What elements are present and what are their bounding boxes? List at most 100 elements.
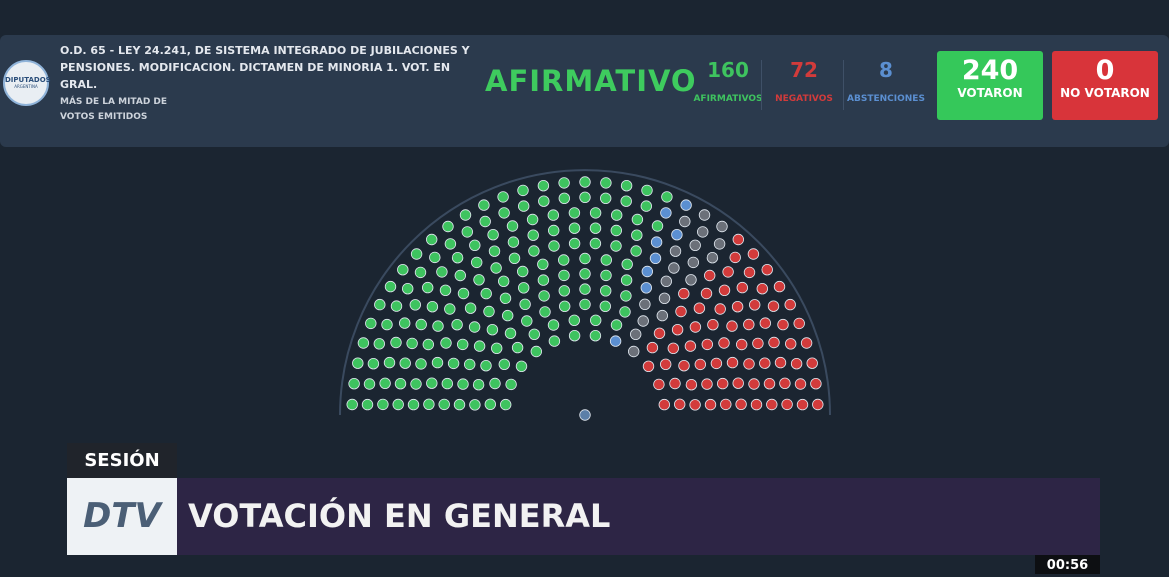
seat	[610, 224, 623, 237]
seat	[637, 315, 649, 327]
seat	[528, 245, 540, 257]
seat	[483, 305, 495, 318]
seat	[410, 248, 423, 260]
seat	[773, 280, 786, 293]
seat	[538, 290, 550, 302]
seat	[367, 358, 380, 370]
logo: DIPUTADOS ARGENTINA	[3, 60, 51, 106]
seat	[706, 252, 719, 264]
seat	[431, 356, 444, 369]
seat	[689, 399, 701, 411]
seat	[491, 342, 503, 355]
seat	[611, 209, 623, 221]
seat	[766, 398, 778, 411]
seat	[505, 378, 517, 391]
seat	[568, 314, 581, 327]
tally-count: 160	[707, 58, 749, 82]
seat	[414, 266, 427, 279]
seat	[784, 298, 796, 311]
seat	[600, 285, 612, 297]
seat	[726, 356, 739, 369]
seat	[559, 300, 571, 313]
seat	[464, 302, 477, 314]
tally-label: ABSTENCIONES	[847, 94, 925, 104]
seat	[600, 269, 612, 282]
result: AFIRMATIVO	[485, 64, 697, 98]
seat	[671, 324, 684, 336]
seat	[392, 398, 404, 411]
seat	[444, 303, 456, 315]
seat	[793, 317, 805, 330]
seat	[726, 320, 738, 332]
seat	[451, 252, 464, 264]
seat	[422, 281, 434, 294]
seat	[526, 213, 539, 226]
seat	[794, 378, 807, 390]
seat	[810, 378, 822, 390]
total-box: 0 NO VOTARON	[1052, 51, 1158, 120]
seat	[429, 251, 441, 264]
seat	[747, 248, 760, 260]
seat	[579, 283, 591, 295]
seat	[649, 252, 662, 264]
seat	[498, 207, 510, 219]
seat	[631, 229, 643, 241]
seat	[628, 345, 640, 358]
seat	[515, 360, 528, 373]
seat	[732, 233, 745, 246]
seat	[486, 324, 499, 336]
seat	[640, 200, 653, 212]
seat	[480, 360, 492, 372]
seat	[717, 377, 729, 390]
motion-title: O.D. 65 - LEY 24.241, DE SISTEMA INTEGRA…	[60, 44, 470, 91]
seat	[651, 220, 664, 232]
seat	[693, 302, 706, 314]
seat	[718, 284, 731, 297]
seat	[548, 335, 561, 347]
seat	[568, 207, 581, 219]
seat	[697, 226, 709, 238]
seat	[548, 240, 560, 252]
seat	[346, 398, 358, 411]
seat	[680, 199, 692, 211]
seat	[579, 252, 591, 265]
seat	[469, 239, 481, 252]
seat	[589, 237, 602, 250]
tally-count: 72	[790, 58, 818, 82]
seat	[506, 220, 519, 232]
seat	[390, 336, 402, 349]
seat	[748, 378, 760, 390]
seat	[669, 377, 681, 390]
total-count: 0	[1095, 55, 1115, 86]
seat	[701, 338, 714, 351]
seat	[679, 215, 691, 228]
seat	[729, 251, 741, 264]
seat	[761, 264, 773, 276]
seat	[487, 228, 499, 241]
seat	[678, 360, 690, 372]
seat	[409, 299, 422, 311]
logo-title: DIPUTADOS	[5, 76, 51, 84]
seat	[415, 318, 427, 331]
separator	[843, 60, 844, 110]
seat	[641, 265, 654, 278]
seat	[589, 222, 602, 234]
seat	[527, 229, 539, 241]
seat	[457, 338, 469, 351]
seat	[698, 209, 711, 221]
seat	[459, 209, 472, 221]
seat	[710, 357, 723, 370]
seat	[547, 319, 560, 331]
seat	[399, 317, 411, 329]
seat	[547, 209, 560, 221]
seat	[348, 378, 360, 390]
total-label: NO VOTARON	[1060, 86, 1150, 100]
seat	[490, 262, 502, 274]
seat	[743, 318, 755, 331]
majority-rule: MÁS DE LA MITAD DE VOTOS EMITIDOS	[60, 97, 168, 122]
seat	[750, 398, 763, 411]
seat	[558, 177, 570, 189]
seat	[685, 274, 697, 286]
hemicycle	[339, 169, 831, 421]
seat	[517, 184, 529, 197]
